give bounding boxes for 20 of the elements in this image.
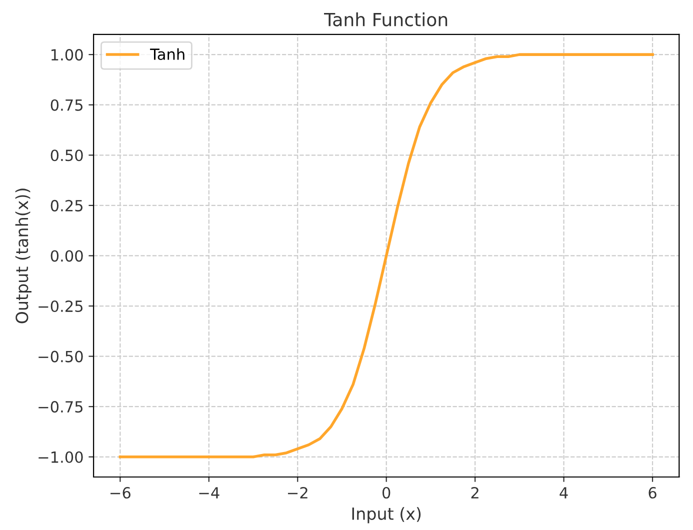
y-tick-label: −0.75: [38, 401, 82, 413]
chart-title: Tanh Function: [324, 12, 448, 26]
y-tick-label: 0.50: [50, 150, 83, 162]
x-axis-title: Input (x): [352, 507, 421, 524]
x-tick-label: −2: [288, 486, 308, 498]
x-tick-label: 0: [382, 486, 390, 499]
y-tick-label: 1.00: [51, 49, 83, 61]
y-tick-label: −0.50: [38, 350, 83, 362]
y-tick-label: 0.75: [50, 99, 82, 111]
y-tick-label: 0.00: [50, 250, 83, 262]
x-tick-label: −4: [199, 487, 220, 498]
x-tick-label: −6: [110, 486, 130, 499]
y-tick-label: −0.25: [38, 300, 82, 312]
y-axis-title: Output (tanh(x)): [15, 188, 32, 324]
y-tick-label: 0.25: [50, 200, 82, 212]
legend-label: Tanh: [150, 48, 184, 60]
x-tick-label: 6: [648, 486, 656, 499]
y-tick-label: −1.00: [38, 451, 83, 463]
x-tick-label: 2: [471, 486, 478, 498]
x-tick-label: 4: [560, 487, 568, 498]
